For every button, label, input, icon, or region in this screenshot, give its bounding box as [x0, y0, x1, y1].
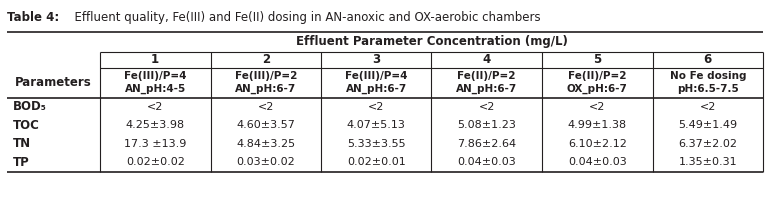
Text: 6.37±2.02: 6.37±2.02 [678, 139, 737, 149]
Text: 1: 1 [151, 53, 159, 66]
Text: <2: <2 [478, 102, 495, 112]
Text: 4.60±3.57: 4.60±3.57 [237, 120, 295, 130]
Text: 17.3 ±13.9: 17.3 ±13.9 [124, 139, 187, 149]
Text: 5.49±1.49: 5.49±1.49 [678, 120, 737, 130]
Text: No Fe dosing: No Fe dosing [670, 71, 746, 81]
Text: 4.84±3.25: 4.84±3.25 [237, 139, 296, 149]
Text: 4.99±1.38: 4.99±1.38 [568, 120, 627, 130]
Text: Fe(III)/P=2: Fe(III)/P=2 [234, 71, 297, 81]
Text: 5.33±3.55: 5.33±3.55 [347, 139, 406, 149]
Text: 4.07±5.13: 4.07±5.13 [347, 120, 406, 130]
Text: OX_pH:6-7: OX_pH:6-7 [567, 84, 627, 94]
Text: 1.35±0.31: 1.35±0.31 [678, 157, 737, 167]
Text: 0.02±0.02: 0.02±0.02 [126, 157, 184, 167]
Text: <2: <2 [589, 102, 605, 112]
Text: 0.02±0.01: 0.02±0.01 [347, 157, 406, 167]
Text: Effluent quality, Fe(III) and Fe(II) dosing in AN-anoxic and OX-aerobic chambers: Effluent quality, Fe(III) and Fe(II) dos… [67, 10, 541, 23]
Text: <2: <2 [257, 102, 274, 112]
Text: 0.03±0.02: 0.03±0.02 [237, 157, 295, 167]
Text: 4.25±3.98: 4.25±3.98 [126, 120, 185, 130]
Text: 5: 5 [593, 53, 601, 66]
Text: Effluent Parameter Concentration (mg/L): Effluent Parameter Concentration (mg/L) [296, 35, 568, 48]
Text: AN_pH:4-5: AN_pH:4-5 [124, 84, 186, 94]
Text: 3: 3 [372, 53, 380, 66]
Text: TOC: TOC [13, 119, 40, 132]
Text: <2: <2 [368, 102, 385, 112]
Text: Table 4:: Table 4: [7, 10, 59, 23]
Text: 0.04±0.03: 0.04±0.03 [568, 157, 627, 167]
Text: 4: 4 [482, 53, 491, 66]
Text: Fe(III)/P=4: Fe(III)/P=4 [345, 71, 408, 81]
Text: Fe(II)/P=2: Fe(II)/P=2 [458, 71, 516, 81]
Text: 7.86±2.64: 7.86±2.64 [457, 139, 516, 149]
Text: 2: 2 [262, 53, 270, 66]
Text: TP: TP [13, 156, 30, 169]
Text: Fe(II)/P=2: Fe(II)/P=2 [568, 71, 627, 81]
Text: <2: <2 [147, 102, 164, 112]
Text: 6: 6 [703, 53, 712, 66]
Text: 6.10±2.12: 6.10±2.12 [568, 139, 627, 149]
Text: 0.04±0.03: 0.04±0.03 [458, 157, 516, 167]
Text: Parameters: Parameters [15, 76, 92, 89]
Text: TN: TN [13, 137, 31, 150]
Text: <2: <2 [700, 102, 716, 112]
Text: Fe(III)/P=4: Fe(III)/P=4 [124, 71, 187, 81]
Text: 5.08±1.23: 5.08±1.23 [457, 120, 516, 130]
Text: AN_pH:6-7: AN_pH:6-7 [235, 84, 296, 94]
Text: AN_pH:6-7: AN_pH:6-7 [346, 84, 407, 94]
Text: AN_pH:6-7: AN_pH:6-7 [456, 84, 518, 94]
Text: pH:6.5-7.5: pH:6.5-7.5 [677, 84, 739, 94]
Text: BOD₅: BOD₅ [13, 100, 47, 113]
